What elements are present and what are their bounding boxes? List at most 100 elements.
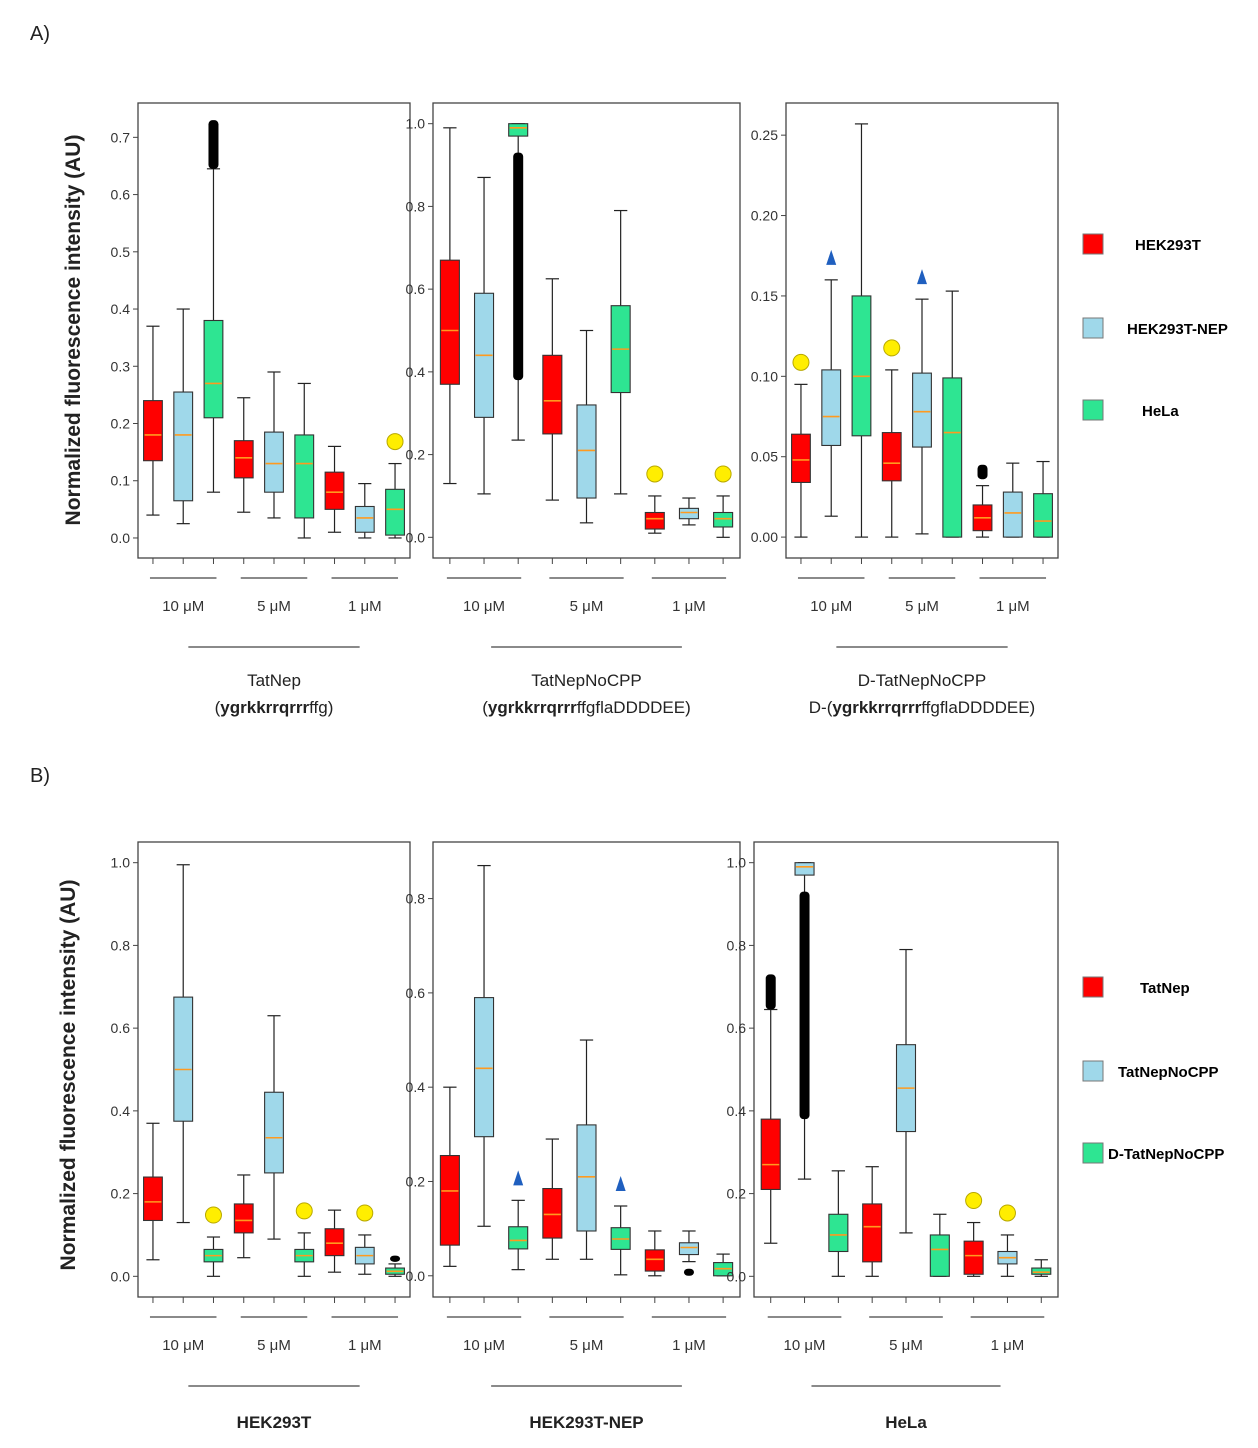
concentration-label: 5 μM [889,1337,923,1354]
box-hek293t-nep [576,329,597,524]
box-body [821,369,842,447]
box-d-tatnepnocpp [610,1176,631,1276]
box-tatnepnocpp [354,1204,375,1275]
box-body [264,431,284,493]
legend-label-d-tatnepnocpp: D-TatNepNoCPP [1108,1146,1224,1163]
x-axis-title-segment: D-TatNepNoCPP [858,671,987,690]
yellow-circle-marker [965,1192,983,1210]
box-body [508,1226,529,1250]
y-tick-label: 0.10 [751,368,778,384]
panel-a-label: A) [30,23,50,45]
concentration-label: 1 μM [672,598,706,615]
concentration-label: 1 μM [991,1337,1025,1354]
concentration-label: 10 μM [162,1337,204,1354]
box-hek293t-nep [173,308,194,525]
concentration-label: 1 μM [672,1337,706,1354]
box-body [791,433,811,483]
box-tatnepnocpp [264,1015,284,1240]
y-tick-label: 0.0 [727,1268,747,1284]
box-d-tatnepnocpp [1031,1259,1052,1277]
y-tick-label: 0.25 [751,127,778,143]
box-body [354,505,375,533]
x-axis-title-segment: HEK293T [237,1413,312,1432]
y-tick-label: 0.2 [111,1186,131,1202]
box-tatnep [862,1166,883,1277]
outliers [208,120,219,169]
concentration-label: 1 μM [348,1337,382,1354]
y-tick-label: 1.0 [111,855,131,871]
box-tatnepnocpp [895,948,917,1234]
box-hek293t-nep [1002,462,1023,538]
box-hek293t [644,465,665,534]
legend-swatch-hela [1082,399,1104,421]
y-tick-label: 0.6 [111,1020,131,1036]
x-axis-title-segment: D-( [809,698,833,717]
box-body [851,295,872,437]
legend-swatch-hek293t-nep [1082,317,1104,339]
box-hela [942,290,963,538]
box-body [760,1118,781,1191]
blue-triangle-marker [826,249,837,265]
outliers [977,464,988,480]
x-axis-title-segment: ffgflaDDDDEE) [921,698,1035,717]
concentration-label: 10 μM [810,598,852,615]
panel-a-ylabel: Normalized fluorescence intensity (AU) [62,135,85,526]
y-tick-label: 0.2 [111,416,131,432]
box-hela [1033,460,1053,538]
x-axis-title: (ygrkkrrqrrrffgflaDDDDEE) [482,698,691,717]
x-axis-title-segment: ygrkkrrqrrr [832,698,921,717]
x-axis-title-segment: ( [215,698,221,717]
box-hek293t-nep [264,371,284,519]
y-tick-label: 0.2 [406,1173,426,1189]
blue-triangle-marker [513,1170,524,1186]
outliers [765,974,776,1010]
y-tick-label: 0.4 [406,1079,426,1095]
y-tick-label: 0.4 [111,301,131,317]
y-tick-label: 0.5 [111,244,131,260]
box-body [794,862,815,876]
box-body [324,471,345,510]
box-body [385,488,405,536]
x-axis-title: TatNep [247,671,301,690]
box-body [233,440,254,479]
concentration-label: 5 μM [257,1337,291,1354]
box-body [233,1203,254,1234]
box-d-tatnepnocpp [713,1253,734,1277]
box-hela [508,123,529,441]
y-tick-label: 0.8 [406,198,426,214]
box-hek293t-nep [912,269,932,535]
box-tatnep [143,1122,163,1261]
box-tatnep [542,1138,563,1260]
legend-label-hek293t-nep: HEK293T-NEP [1127,321,1228,338]
y-tick-label: 1.0 [406,116,426,132]
box-tatnepnocpp [576,1039,597,1260]
box-body [173,996,194,1122]
y-tick-label: 0.2 [406,447,426,463]
blue-triangle-marker [615,1176,626,1191]
concentration-label: 10 μM [784,1337,826,1354]
box-body [143,400,163,462]
box-body [644,1249,665,1272]
subplot-b-hela: 0.0 0.2 0.4 0.6 0.8 1.0 10 μM 5 μM 1 μM HeLa [727,841,1059,1432]
box-body [644,511,665,530]
box-hek293t-nep [473,176,495,495]
box-body [542,1188,563,1239]
yellow-circle-marker [356,1204,374,1222]
box-body [576,1124,597,1232]
box-hek293t-nep [354,482,375,539]
box-body [439,1154,460,1246]
box-tatnep [760,974,781,1244]
x-axis-title: D-TatNepNoCPP [858,671,987,690]
x-axis-title-segment: ffgflaDDDDEE) [577,698,691,717]
box-body [173,391,194,502]
legend-swatch-hek293t [1082,233,1104,255]
legend-swatch-d-tatnepnocpp [1082,1142,1104,1164]
box-body [929,1234,950,1277]
y-tick-label: 0.6 [406,281,426,297]
concentration-label: 10 μM [463,598,505,615]
yellow-circle-marker [646,465,664,483]
yellow-circle-marker [714,465,732,483]
x-axis-title-segment: ffg) [309,698,333,717]
yellow-circle-marker [792,353,810,371]
